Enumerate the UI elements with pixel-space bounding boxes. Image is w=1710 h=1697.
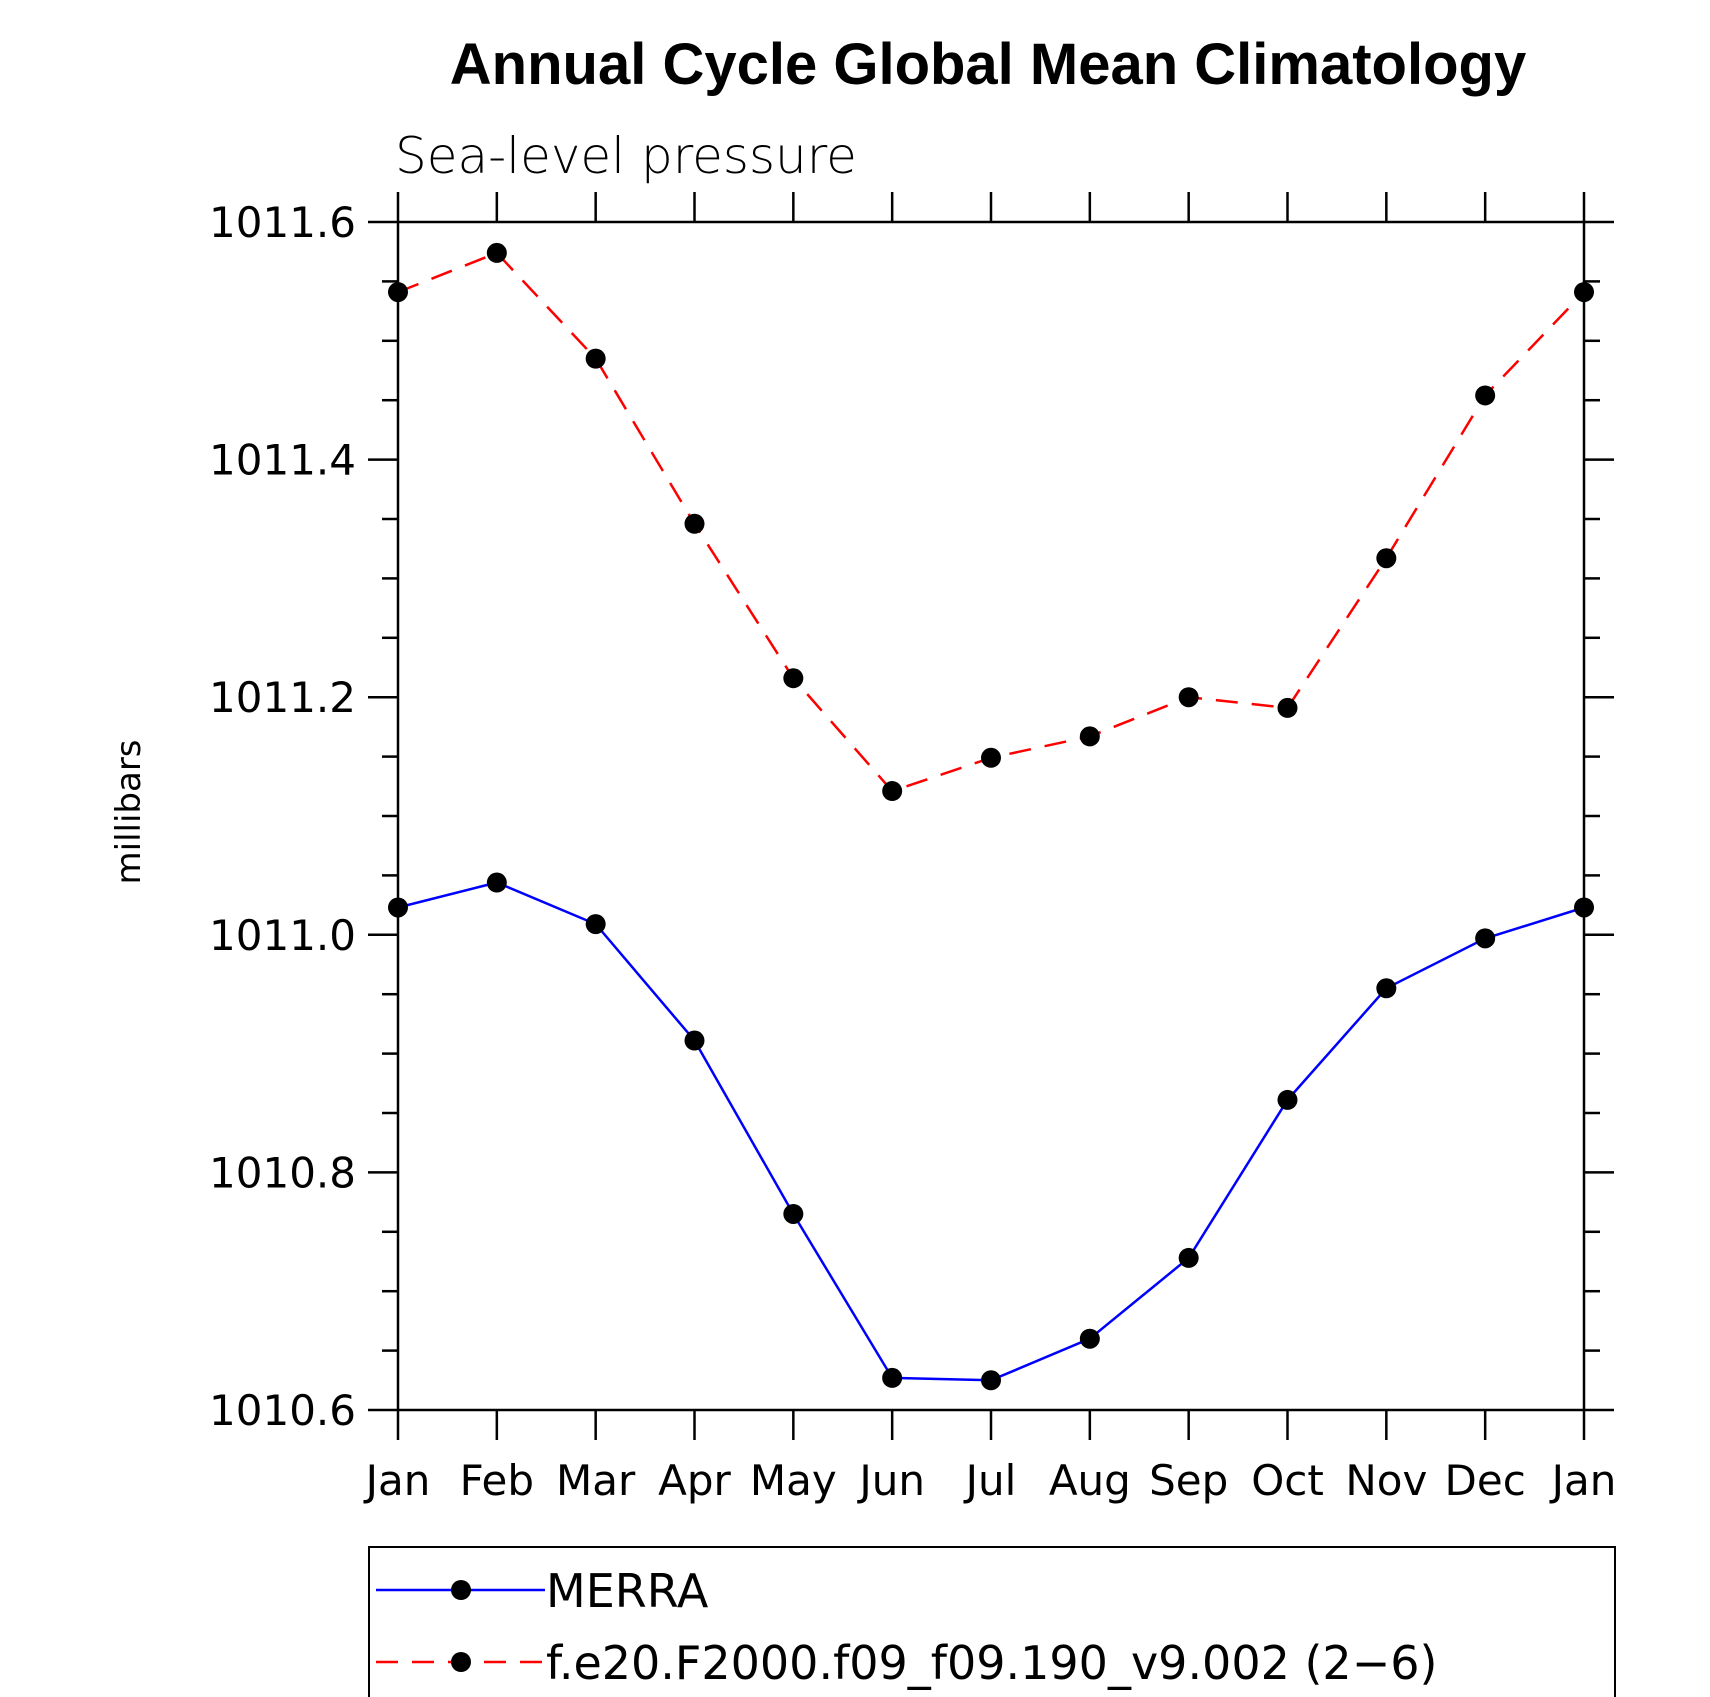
series-1-point — [388, 282, 408, 303]
series-0-point — [1277, 1089, 1298, 1110]
y-tick-label: 1011.6 — [209, 198, 356, 247]
y-tick-label: 1010.6 — [209, 1386, 356, 1435]
series-0-point — [486, 872, 507, 893]
series-1-point — [1178, 687, 1199, 708]
x-tick-label: May — [750, 1456, 837, 1505]
series-1-point — [783, 668, 804, 689]
series-0-point — [882, 1367, 903, 1388]
legend-marker-merra — [451, 1580, 471, 1600]
series-0-point — [1376, 978, 1397, 999]
series-1-point — [684, 513, 705, 534]
legend-label-model: f.e20.F2000.f09_f09.190_v9.002 (2−6) — [546, 1636, 1437, 1690]
x-tick-label: Nov — [1345, 1456, 1427, 1505]
x-tick-label: Feb — [460, 1456, 534, 1505]
series-1-point — [1079, 726, 1100, 747]
x-tick-label: Jul — [963, 1456, 1017, 1505]
plot-frame — [396, 220, 1586, 1412]
series-layer — [388, 242, 1594, 1391]
legend-marker-model — [451, 1652, 471, 1672]
series-0-point — [1079, 1328, 1100, 1349]
series-1-point — [1574, 282, 1594, 303]
x-tick-label: Jan — [1549, 1456, 1617, 1505]
series-1-point — [1475, 385, 1496, 406]
legend-box — [368, 1546, 1616, 1697]
y-axis-label: millibars — [109, 739, 149, 884]
legend-label-merra: MERRA — [546, 1564, 709, 1618]
x-tick-label: Jan — [363, 1456, 431, 1505]
series-0-point — [981, 1370, 1001, 1391]
series-0-point — [1475, 928, 1496, 949]
x-tick-label: Aug — [1049, 1456, 1131, 1505]
series-0-point — [585, 914, 606, 935]
x-tick-label: Sep — [1149, 1456, 1228, 1505]
chart-subtitle: Sea-level pressure — [395, 127, 857, 185]
x-tick-label: Apr — [658, 1456, 731, 1505]
series-1-point — [882, 781, 903, 802]
series-1-point — [1277, 697, 1298, 718]
chart-title: Annual Cycle Global Mean Climatology — [450, 32, 1526, 97]
series-0-point — [783, 1203, 804, 1224]
y-tick-label: 1011.4 — [209, 436, 356, 485]
series-1-point — [585, 348, 606, 369]
y-tick-label: 1010.8 — [209, 1148, 356, 1197]
series-0-point — [1178, 1247, 1199, 1268]
series-line-0 — [397, 881, 1585, 1382]
series-0-point — [1574, 897, 1594, 918]
series-0-point — [388, 897, 408, 918]
x-tick-label: Dec — [1445, 1456, 1526, 1505]
y-tick-label: 1011.2 — [209, 673, 356, 722]
series-1-point — [1376, 548, 1397, 569]
y-axis: 1010.6 1010.8 1011.0 1011.2 1011.4 1011.6 — [209, 198, 1614, 1435]
x-tick-label: Oct — [1251, 1456, 1324, 1505]
y-tick-label: 1011.0 — [209, 911, 356, 960]
x-axis: Jan Feb Mar Apr May Jun Jul Aug Sep Oct Nov Dec Jan — [363, 192, 1617, 1505]
series-1-point — [981, 747, 1001, 768]
series-line-1 — [397, 251, 1585, 793]
x-tick-label: Jun — [856, 1456, 925, 1505]
series-0-point — [684, 1030, 705, 1051]
series-1-point — [486, 242, 507, 263]
legend: MERRA f.e20.F2000.f09_f09.190_v9.002 (2−… — [368, 1546, 1616, 1697]
x-tick-label: Mar — [556, 1456, 636, 1505]
